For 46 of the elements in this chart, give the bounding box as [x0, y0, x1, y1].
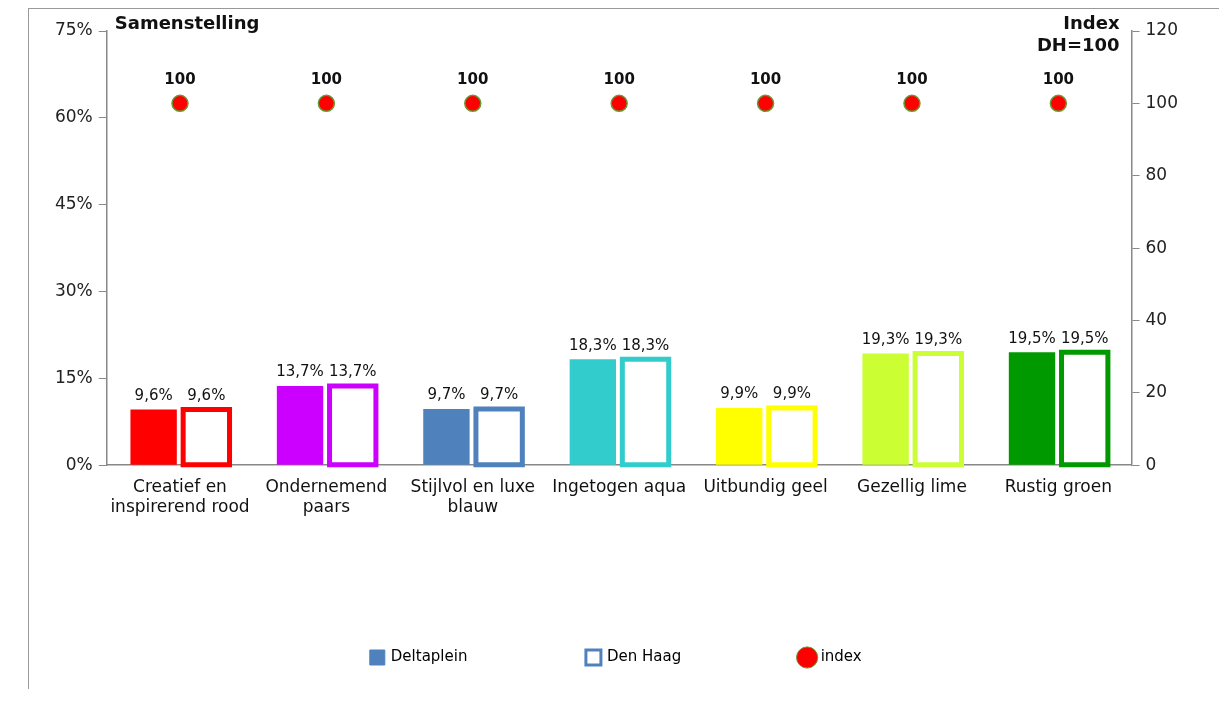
y2-tick-label: 40	[1145, 308, 1168, 329]
y-tick-label: 30%	[54, 279, 93, 300]
y2-axis-title: Index DH=100	[1036, 11, 1120, 55]
x-tick-label: Ingetogen aqua	[552, 475, 687, 496]
data-label: 13,7%	[276, 362, 324, 381]
data-label: 13,7%	[328, 362, 377, 381]
x-tick-label: Uitbundig geel	[703, 475, 828, 496]
data-label: 9,6%	[187, 386, 226, 405]
y-tick-label: 60%	[54, 106, 93, 127]
legend-label: index	[820, 647, 862, 666]
x-tick-label: Gezellig lime	[857, 475, 967, 496]
x-tick-label: Creatief en inspirerend rood	[110, 475, 250, 517]
data-label: 9,9%	[720, 384, 759, 403]
data-label: 100	[310, 69, 343, 88]
y-tick-label: 75%	[54, 19, 93, 40]
data-label: 19,3%	[861, 329, 910, 348]
legend-label: Den Haag	[606, 647, 682, 666]
data-label: 9,9%	[772, 384, 811, 403]
y2-tick-label: 120	[1145, 19, 1179, 40]
legend-label: Deltaplein	[390, 647, 468, 666]
chart-title: Samenstelling	[114, 11, 260, 33]
x-tick-label: Ondernemend paars	[265, 475, 388, 517]
data-label: 19,5%	[1008, 328, 1056, 347]
x-tick-label: Stijlvol en luxe blauw	[410, 475, 535, 517]
data-label: 100	[1042, 69, 1075, 88]
data-label: 19,3%	[914, 329, 963, 348]
y-tick-label: 0%	[65, 453, 93, 474]
y-tick-label: 45%	[54, 193, 93, 214]
y2-tick-label: 0	[1145, 453, 1157, 474]
y2-tick-label: 100	[1145, 91, 1179, 112]
data-label: 9,6%	[134, 386, 173, 405]
data-label: 100	[457, 69, 489, 88]
data-label: 9,7%	[480, 385, 519, 404]
data-label: 18,3%	[568, 335, 617, 354]
y2-tick-label: 80	[1145, 164, 1168, 185]
y2-tick-label: 60	[1145, 236, 1168, 257]
data-label: 100	[896, 69, 928, 88]
data-label: 9,7%	[427, 385, 466, 404]
x-tick-label: Rustig groen	[1004, 475, 1113, 496]
y2-tick-label: 20	[1145, 381, 1168, 402]
data-label: 100	[603, 69, 635, 88]
data-label: 19,5%	[1060, 328, 1109, 347]
data-label: 18,3%	[621, 335, 670, 354]
data-label: 100	[749, 69, 782, 88]
y-tick-label: 15%	[54, 366, 93, 387]
data-label: 100	[164, 69, 196, 88]
